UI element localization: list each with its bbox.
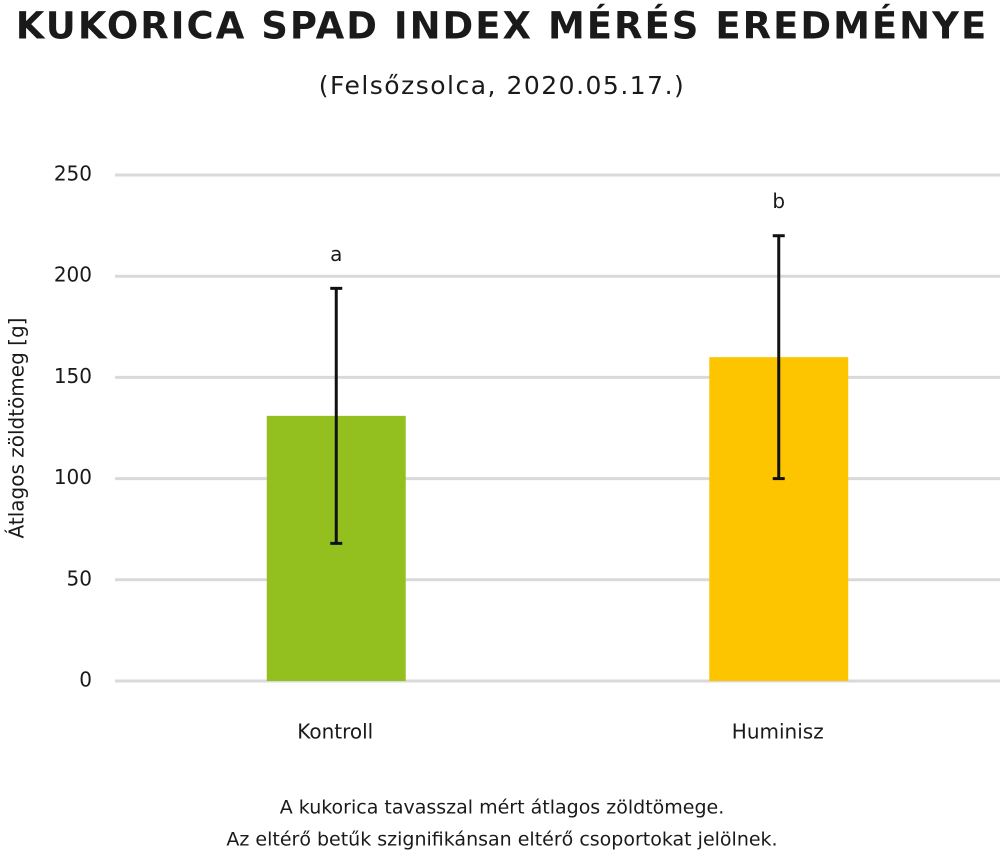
significance-letter: a [330,242,342,266]
x-tick-label: Huminisz [732,720,824,744]
y-tick-label: 100 [54,465,92,489]
y-tick-label: 150 [54,364,92,388]
y-tick-label: 0 [79,668,92,692]
error-bar [330,286,343,545]
chart-title: KUKORICA SPAD INDEX MÉRÉS EREDMÉNYE [16,4,988,48]
y-tick-label: 50 [67,566,92,590]
y-axis-label: Átlagos zöldtömeg [g] [5,318,29,539]
y-tick-label: 250 [54,162,92,186]
y-tick-label: 200 [54,263,92,287]
note: Az eltérő betűk szignifikánsan eltérő cs… [226,829,777,851]
x-tick-label: Kontroll [297,720,373,744]
significance-letter: b [772,189,785,213]
note: A kukorica tavasszal mért átlagos zöldtö… [280,797,725,819]
chart-subtitle: (Felsőzsolca, 2020.05.17.) [319,71,686,100]
error-bar [772,234,785,481]
